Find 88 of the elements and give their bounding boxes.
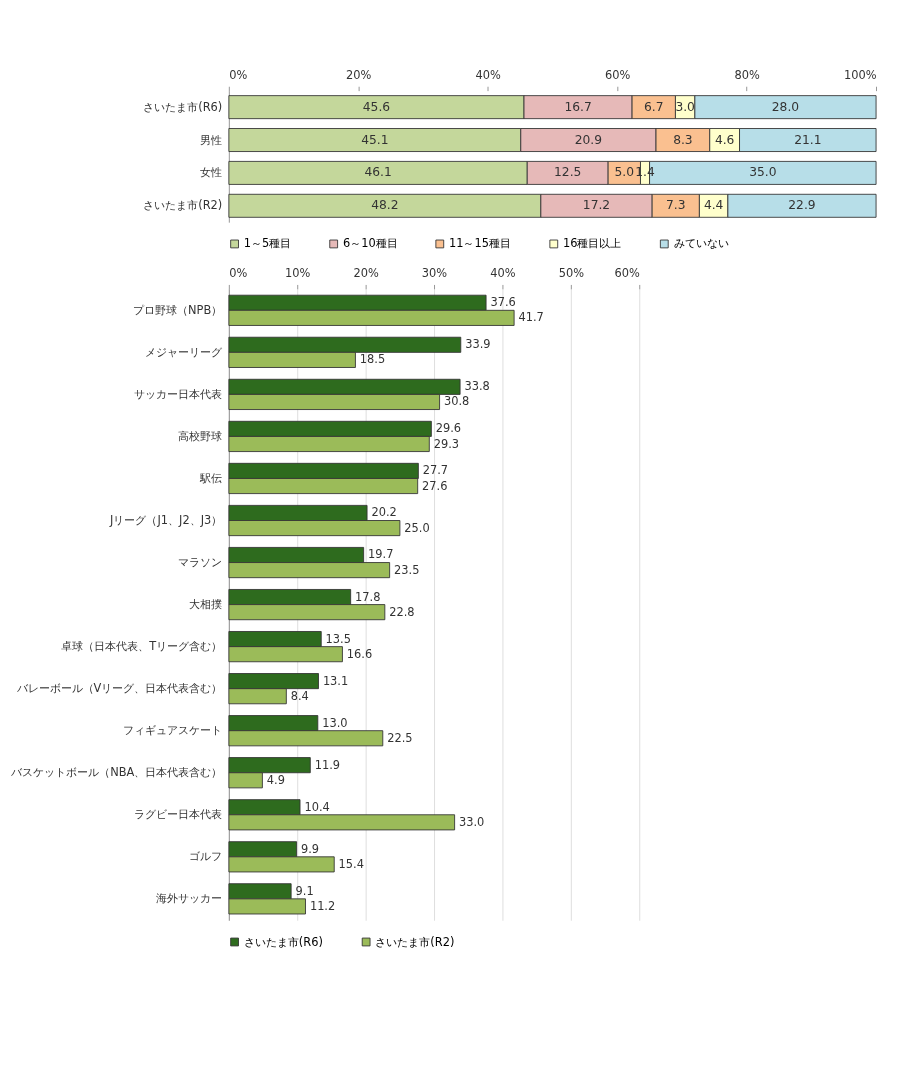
data-label: 46.1 — [364, 165, 392, 180]
data-label: 8.3 — [673, 132, 693, 147]
y-tick-label: プロ野球（NPB） — [133, 302, 223, 317]
y-tick-label: ラグビー日本代表 — [134, 807, 223, 822]
data-label: 41.7 — [518, 310, 544, 325]
data-label: 11.2 — [309, 898, 336, 913]
data-label: 9.1 — [295, 883, 314, 898]
data-label: 45.1 — [361, 132, 389, 147]
data-label: 29.6 — [435, 421, 462, 436]
legend-label: みていない — [673, 236, 729, 251]
x-tick-label: 40% — [490, 266, 516, 281]
y-tick-label: ゴルフ — [189, 849, 223, 864]
y-tick-label: メジャーリーグ — [145, 344, 224, 359]
data-label: 33.9 — [465, 337, 491, 352]
data-label: 3.0 — [675, 99, 695, 114]
data-label: 13.0 — [322, 715, 348, 730]
data-label: 19.7 — [368, 547, 394, 562]
x-tick-label: 0% — [229, 67, 248, 82]
y-tick-label: 海外サッカー — [156, 891, 223, 906]
y-tick-label: 高校野球 — [178, 428, 223, 443]
data-label: 29.3 — [433, 436, 460, 451]
legend-label: さいたま市(R6) — [243, 934, 323, 949]
data-label: 12.5 — [554, 165, 582, 180]
y-tick-label: Jリーグ（J1、J2、J3） — [109, 513, 223, 528]
y-tick-label: 男性 — [200, 132, 223, 147]
data-label: 17.2 — [582, 198, 611, 213]
data-label: 15.4 — [338, 856, 364, 871]
data-label: 6.7 — [644, 99, 664, 114]
data-label: 23.5 — [394, 562, 420, 577]
y-tick-label: フィギュアスケート — [123, 723, 223, 738]
legend-label: 6～10種目 — [342, 236, 398, 251]
data-label: 4.9 — [266, 772, 285, 787]
y-tick-label: 女性 — [200, 165, 223, 180]
data-label: 27.6 — [422, 478, 448, 493]
legend-label: 1～5種目 — [243, 236, 292, 251]
x-tick-label: 0% — [229, 266, 248, 281]
x-tick-label: 20% — [346, 67, 372, 82]
data-label: 20.9 — [574, 132, 603, 147]
data-label: 22.9 — [788, 198, 816, 213]
data-label: 33.0 — [459, 814, 485, 829]
x-tick-label: 100% — [843, 67, 877, 82]
data-label: 7.3 — [666, 198, 686, 213]
data-label: 4.4 — [703, 198, 724, 213]
data-label: 13.1 — [322, 673, 349, 688]
y-tick-label: マラソン — [178, 555, 223, 570]
data-label: 35.0 — [749, 165, 777, 180]
data-label: 20.2 — [371, 505, 397, 520]
x-tick-label: 80% — [734, 67, 760, 82]
data-label: 21.1 — [794, 132, 822, 147]
data-label: 28.0 — [771, 99, 800, 114]
x-tick-label: 60% — [604, 67, 631, 82]
data-label: 9.9 — [300, 841, 320, 856]
x-tick-label: 60% — [614, 266, 640, 281]
data-label: 45.6 — [362, 99, 391, 114]
data-label: 5.0 — [614, 165, 635, 180]
legend-label: さいたま市(R2) — [375, 934, 455, 949]
y-tick-label: バスケットボール（NBA、日本代表含む） — [10, 765, 223, 780]
x-tick-label: 20% — [353, 266, 379, 281]
data-label: 33.8 — [464, 379, 490, 394]
data-label: 16.6 — [346, 646, 373, 661]
data-label: 4.6 — [714, 132, 735, 147]
data-label: 30.8 — [443, 394, 470, 409]
data-label: 25.0 — [404, 520, 430, 535]
x-tick-label: 10% — [285, 266, 311, 281]
data-label: 8.4 — [290, 688, 309, 703]
data-label: 11.9 — [314, 757, 341, 772]
data-label: 18.5 — [359, 352, 386, 367]
x-tick-label: 40% — [475, 67, 502, 82]
y-tick-label: さいたま市(R2) — [143, 198, 223, 213]
data-label: 10.4 — [304, 799, 330, 814]
legend-label: 16種目以上 — [563, 236, 622, 251]
data-label: 22.5 — [387, 730, 413, 745]
data-label: 13.5 — [325, 631, 351, 646]
y-tick-label: 大相撲 — [189, 597, 223, 612]
data-label: 27.7 — [422, 463, 449, 478]
y-tick-label: バレーボール（Vリーグ、日本代表含む） — [15, 681, 223, 696]
data-label: 37.6 — [490, 295, 516, 310]
y-tick-label: 駅伝 — [199, 470, 223, 485]
y-tick-label: 卓球（日本代表、Tリーグ含む） — [61, 639, 223, 654]
data-label: 16.7 — [564, 99, 592, 114]
legend-label: 11～15種目 — [449, 236, 511, 251]
data-label: 17.8 — [355, 589, 381, 604]
y-tick-label: サッカー日本代表 — [134, 386, 223, 401]
x-tick-label: 50% — [558, 266, 585, 281]
data-label: 48.2 — [371, 198, 399, 213]
data-label: 22.8 — [389, 604, 415, 619]
x-tick-label: 30% — [421, 266, 448, 281]
y-tick-label: さいたま市(R6) — [143, 99, 223, 114]
